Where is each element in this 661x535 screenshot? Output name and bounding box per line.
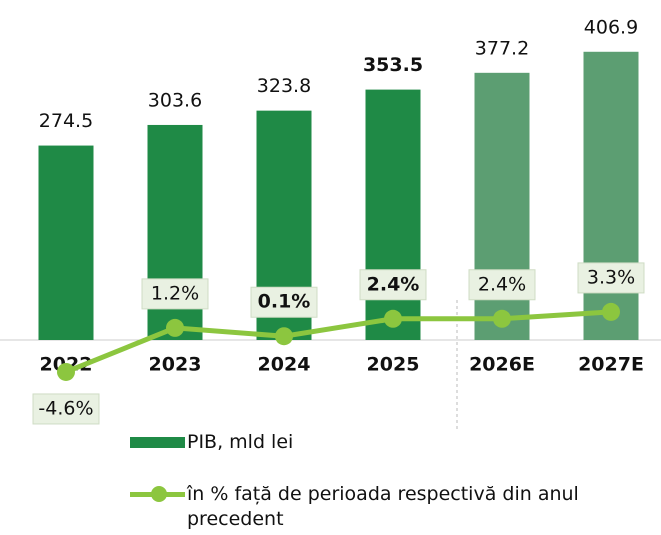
line-value-label: 2.4% bbox=[367, 273, 420, 295]
data-label-box bbox=[250, 286, 318, 318]
line-marker bbox=[602, 302, 620, 321]
legend-label: în % față de perioada respectivă din anu… bbox=[187, 483, 579, 530]
line-marker bbox=[275, 327, 293, 346]
x-tick-label: 2023 bbox=[149, 354, 202, 376]
data-label-box bbox=[577, 262, 645, 294]
legend-item: în % față de perioada respectivă din anu… bbox=[130, 482, 627, 532]
bar-value-label: 377.2 bbox=[475, 37, 529, 59]
bar-value-label: 303.6 bbox=[148, 89, 202, 111]
line-value-label: 2.4% bbox=[478, 273, 526, 295]
line-marker bbox=[57, 362, 75, 381]
legend-swatch bbox=[130, 430, 185, 454]
bar-value-label: 406.9 bbox=[584, 16, 638, 38]
line bbox=[65, 309, 612, 375]
legend-item: PIB, mld lei bbox=[130, 430, 627, 455]
data-label-box bbox=[32, 393, 100, 425]
bar bbox=[583, 51, 639, 340]
bar bbox=[38, 145, 94, 340]
x-tick-label: 2027E bbox=[578, 354, 644, 376]
line-value-label: 0.1% bbox=[258, 291, 311, 313]
line-value-label: 3.3% bbox=[587, 266, 635, 288]
data-label-box bbox=[359, 269, 427, 301]
chart: 274.5303.6323.8353.5377.2406.92022202320… bbox=[0, 16, 661, 430]
x-tick-label: 2025 bbox=[367, 354, 420, 376]
legend-swatch bbox=[130, 482, 185, 506]
line-marker bbox=[493, 309, 511, 328]
line-marker bbox=[384, 309, 402, 328]
bar bbox=[365, 89, 421, 341]
x-tick-label: 2024 bbox=[258, 354, 311, 376]
bar-value-label: 274.5 bbox=[39, 110, 93, 132]
line-value-label: 1.2% bbox=[151, 282, 199, 304]
x-tick-label: 2026E bbox=[469, 354, 535, 376]
bar-value-label: 353.5 bbox=[363, 54, 423, 76]
legend-label: PIB, mld lei bbox=[187, 431, 294, 453]
line-value-label: -4.6% bbox=[38, 397, 93, 419]
data-label-box bbox=[141, 278, 209, 310]
line-marker bbox=[166, 318, 184, 337]
bar-value-label: 323.8 bbox=[257, 75, 311, 97]
data-label-box bbox=[468, 269, 536, 301]
